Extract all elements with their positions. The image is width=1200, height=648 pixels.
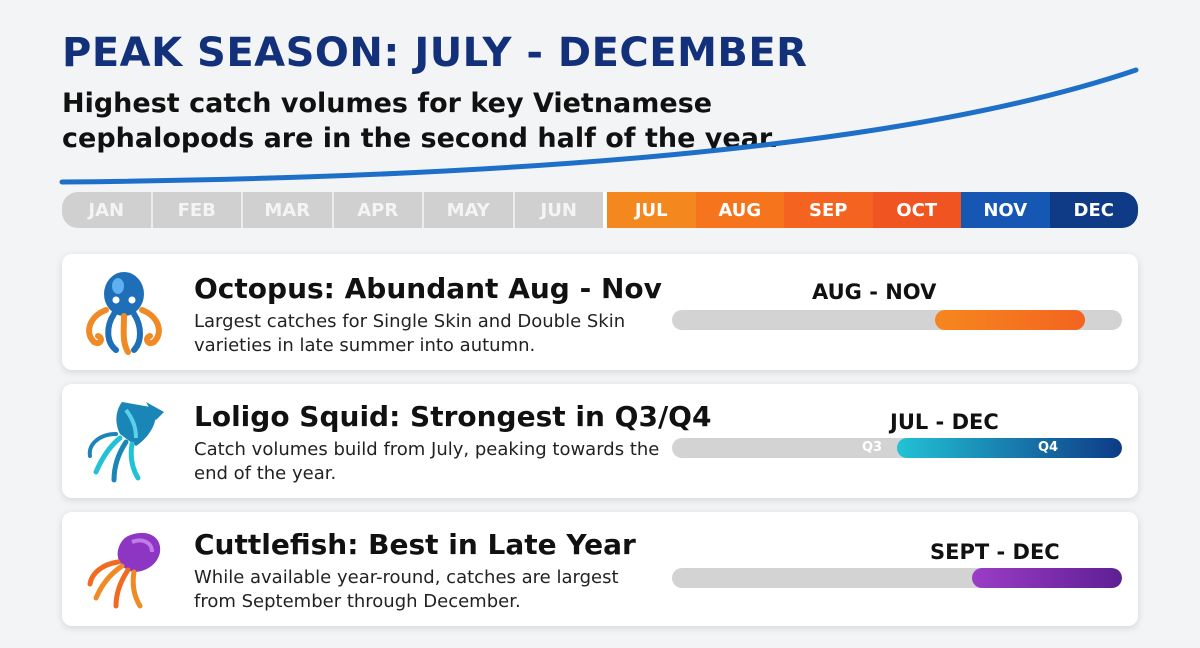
octopus-icon <box>86 272 162 355</box>
season-range-label: JUL - DEC <box>890 410 999 434</box>
quarter-label-q4: Q4 <box>1038 440 1059 455</box>
month-sep: SEP <box>784 192 873 228</box>
month-jan: JAN <box>62 192 153 228</box>
species-card-octopus: Octopus: Abundant Aug - Nov Largest catc… <box>62 254 1138 370</box>
month-dec: DEC <box>1049 192 1138 228</box>
trend-curve-line <box>59 67 1139 185</box>
month-timeline: JAN FEB MAR APR MAY JUN JUL AUG SEP OCT NOV DEC <box>62 192 1138 228</box>
species-title: Octopus: Abundant Aug - Nov <box>194 272 662 305</box>
cuttlefish-icon <box>87 532 161 609</box>
season-bar <box>672 568 1122 588</box>
month-nov: NOV <box>961 192 1050 228</box>
month-jun: JUN <box>514 192 607 228</box>
month-mar: MAR <box>243 192 334 228</box>
species-card-cuttlefish: Cuttlefish: Best in Late Year While avai… <box>62 512 1138 626</box>
season-bar-fill <box>934 310 1085 330</box>
quarter-label-q3: Q3 <box>862 440 883 455</box>
page-title: PEAK SEASON: JULY - DECEMBER <box>62 30 808 76</box>
species-title: Cuttlefish: Best in Late Year <box>194 528 636 561</box>
season-bar: Q3 Q4 <box>672 438 1122 458</box>
season-bar <box>672 310 1122 330</box>
month-feb: FEB <box>152 192 243 228</box>
species-description: While available year-round, catches are … <box>194 567 619 612</box>
month-jul: JUL <box>607 192 696 228</box>
season-bar-fill <box>972 568 1122 588</box>
season-range-label: AUG - NOV <box>812 280 937 304</box>
month-may: MAY <box>424 192 515 228</box>
species-description: Largest catches for Single Skin and Doub… <box>194 311 626 356</box>
page-subtitle: Highest catch volumes for key Vietnamese… <box>62 88 779 154</box>
species-card-loligo-squid: Loligo Squid: Strongest in Q3/Q4 Catch v… <box>62 384 1138 498</box>
season-range-label: SEPT - DEC <box>930 540 1060 564</box>
month-oct: OCT <box>872 192 961 228</box>
month-aug: AUG <box>695 192 784 228</box>
month-apr: APR <box>333 192 424 228</box>
squid-icon <box>87 402 164 483</box>
trend-curve <box>59 67 1139 185</box>
season-bar-fill <box>897 438 1122 458</box>
species-title: Loligo Squid: Strongest in Q3/Q4 <box>194 400 712 433</box>
species-description: Catch volumes build from July, peaking t… <box>194 439 660 484</box>
